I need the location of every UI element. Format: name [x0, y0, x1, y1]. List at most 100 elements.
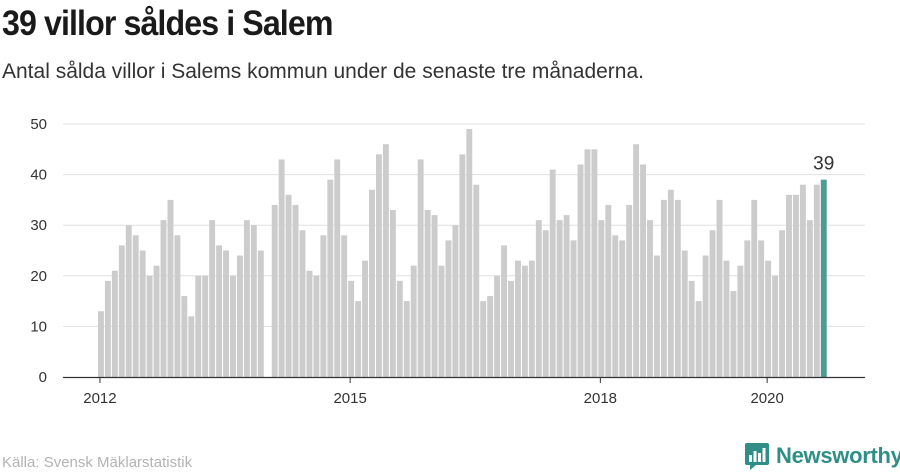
bar: [257, 250, 264, 377]
bar: [132, 235, 139, 377]
bar: [424, 210, 431, 377]
bar: [779, 230, 785, 377]
bar: [556, 220, 563, 377]
bar: [452, 225, 459, 377]
bar: [292, 204, 299, 377]
bar: [382, 144, 389, 377]
bar: [730, 290, 737, 377]
source-note: Källa: Svensk Mäklarstatistik: [2, 454, 193, 471]
bar: [299, 230, 306, 377]
bar: [751, 199, 758, 377]
bar: [563, 215, 570, 377]
y-tick-label: 40: [30, 167, 47, 184]
bar: [466, 129, 473, 377]
bar: [348, 280, 355, 377]
bar: [98, 311, 104, 377]
bar: [223, 250, 229, 377]
bar: [688, 280, 695, 377]
x-tick-label: 2012: [83, 390, 116, 407]
bar-chart-logo-icon: [745, 443, 769, 470]
bar: [542, 230, 549, 377]
bar: [612, 235, 619, 377]
bar: [528, 260, 535, 377]
bar: [716, 199, 723, 377]
bar: [230, 275, 236, 377]
bar: [806, 220, 813, 377]
bar: [146, 275, 153, 377]
bar: [403, 301, 410, 377]
bar: [681, 250, 688, 377]
bar: [619, 240, 626, 377]
bar: [125, 225, 132, 377]
bar: [570, 240, 577, 377]
bar: [167, 199, 174, 377]
bar: [799, 184, 806, 377]
bar: [674, 199, 681, 377]
bar: [209, 220, 216, 377]
bar: [160, 220, 167, 377]
bar: [521, 265, 528, 377]
bar: [369, 189, 375, 377]
bar: [640, 164, 646, 377]
bar: [744, 240, 751, 377]
bar-highlight: [820, 179, 827, 377]
bar: [487, 296, 494, 377]
data-labels: 39: [813, 154, 834, 175]
bar: [473, 184, 480, 377]
y-tick-label: 20: [30, 268, 47, 285]
bar: [584, 149, 591, 377]
bar: [626, 204, 633, 377]
bar: [139, 250, 146, 377]
bar: [306, 270, 313, 377]
bar: [445, 240, 452, 377]
brand-logo: Newsworthy: [744, 440, 900, 472]
bar: [723, 260, 730, 377]
bar: [188, 316, 195, 377]
bar: [417, 159, 424, 377]
bar: [660, 199, 667, 377]
bar: [334, 159, 341, 377]
bars: [98, 129, 827, 377]
bar: [737, 265, 744, 377]
bar: [494, 275, 501, 377]
bar: [438, 265, 445, 377]
bar: [376, 154, 382, 377]
bar: [285, 194, 292, 377]
bar: [327, 179, 334, 377]
bar: [549, 169, 556, 377]
bar: [758, 240, 765, 377]
bar: [216, 245, 223, 377]
bar: [772, 275, 779, 377]
bar: [237, 255, 243, 377]
bar: [577, 164, 584, 377]
bar: [362, 260, 368, 377]
y-tick-label: 10: [30, 318, 47, 335]
bar: [271, 204, 278, 377]
bar: [480, 301, 487, 377]
bar: [355, 301, 362, 377]
bar: [667, 189, 674, 377]
bar: [598, 220, 605, 377]
bar: [118, 245, 125, 377]
bar: [153, 265, 160, 377]
bar: [633, 144, 640, 377]
bar: [111, 270, 118, 377]
bar: [709, 230, 716, 377]
bar: [535, 220, 542, 377]
bar: [459, 154, 466, 377]
bar: [591, 149, 598, 377]
bar: [195, 275, 202, 377]
bar: [104, 280, 111, 377]
brand-name: Newsworthy: [776, 443, 900, 468]
bar: [181, 296, 188, 377]
y-tick-label: 50: [30, 116, 47, 133]
bar: [250, 225, 257, 377]
chart-subtitle: Antal sålda villor i Salems kommun under…: [2, 60, 644, 83]
chart-title: 39 villor såldes i Salem: [2, 4, 333, 43]
bar: [654, 255, 660, 377]
y-tick-label: 0: [39, 369, 47, 386]
bar: [786, 194, 792, 377]
bar: [501, 245, 507, 377]
bar: [243, 220, 250, 377]
bar: [396, 280, 403, 377]
